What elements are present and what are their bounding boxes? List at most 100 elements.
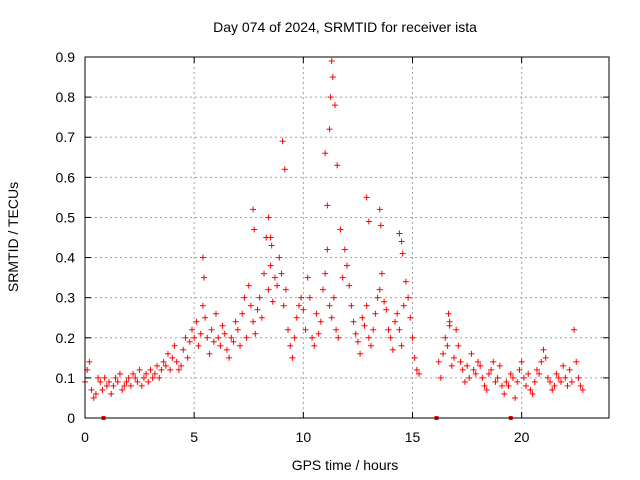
y-axis-tick-labels: 0 0.1 0.2 0.3 0.4 0.5 0.6 0.7 0.8 0.9	[56, 49, 76, 426]
data-point	[331, 102, 338, 109]
data-point	[265, 286, 272, 293]
data-point	[200, 274, 207, 281]
data-point	[134, 378, 141, 385]
data-point	[335, 334, 342, 341]
data-point	[381, 298, 388, 305]
data-point	[280, 302, 287, 309]
data-point	[143, 370, 150, 377]
data-point	[326, 302, 333, 309]
data-point	[119, 386, 126, 393]
data-point	[250, 206, 257, 213]
x-tick-label: 0	[81, 429, 89, 445]
data-point	[542, 354, 549, 361]
data-point	[274, 282, 281, 289]
data-point	[579, 386, 586, 393]
data-point	[350, 318, 357, 325]
data-point	[509, 374, 516, 381]
data-point	[520, 374, 527, 381]
data-point	[573, 358, 580, 365]
y-tick-label: 0	[67, 410, 75, 426]
data-point	[92, 390, 99, 397]
data-point	[210, 338, 217, 345]
data-point	[101, 374, 108, 381]
x-tick-label: 5	[190, 429, 198, 445]
data-point	[204, 334, 211, 341]
data-point	[396, 230, 403, 237]
data-point	[202, 314, 209, 321]
data-point	[313, 310, 320, 317]
data-point	[285, 326, 292, 333]
data-point	[327, 94, 334, 101]
data-point	[217, 342, 224, 349]
data-point	[132, 374, 139, 381]
data-point	[282, 286, 289, 293]
data-point	[392, 318, 399, 325]
data-point	[154, 362, 161, 369]
y-tick-label: 0.3	[56, 290, 76, 306]
data-point	[477, 362, 484, 369]
data-point	[551, 382, 558, 389]
data-point	[291, 334, 298, 341]
data-point	[475, 358, 481, 365]
data-point	[95, 374, 102, 381]
data-point	[562, 374, 569, 381]
data-point	[540, 346, 547, 353]
data-point	[411, 354, 418, 361]
data-point	[138, 382, 145, 389]
data-point	[527, 386, 534, 393]
data-point	[169, 354, 176, 361]
data-point	[295, 302, 302, 309]
data-point	[108, 390, 115, 397]
data-point	[442, 334, 449, 341]
data-point	[376, 206, 383, 213]
data-point	[409, 334, 416, 341]
data-point	[485, 370, 492, 377]
data-point	[405, 294, 412, 301]
data-point	[564, 382, 571, 389]
data-point	[378, 270, 385, 277]
data-point	[267, 262, 274, 269]
data-point	[446, 322, 453, 329]
data-point	[483, 386, 490, 393]
data-point	[374, 294, 381, 301]
data-point	[221, 330, 228, 337]
data-point	[370, 326, 377, 333]
data-point	[339, 274, 346, 281]
data-point	[116, 370, 123, 377]
data-point	[121, 382, 128, 389]
data-point	[97, 378, 104, 385]
data-point	[557, 378, 564, 385]
data-point	[302, 326, 309, 333]
data-point	[319, 286, 326, 293]
data-point	[160, 358, 167, 365]
data-point	[334, 162, 341, 169]
data-point	[232, 318, 239, 325]
data-point	[328, 58, 335, 65]
data-point	[359, 314, 366, 321]
data-point	[151, 370, 158, 377]
data-point	[162, 362, 169, 369]
data-point	[245, 282, 252, 289]
data-point	[171, 342, 178, 349]
data-point	[324, 202, 331, 209]
data-point	[399, 250, 406, 257]
y-tick-label: 0.7	[56, 129, 76, 145]
y-tick-label: 0.9	[56, 49, 76, 65]
data-point	[276, 254, 283, 261]
data-point	[365, 218, 372, 225]
data-point	[99, 386, 106, 393]
data-point	[173, 358, 180, 365]
data-point	[361, 322, 368, 329]
data-point	[389, 346, 396, 353]
data-point	[267, 234, 274, 241]
data-point	[481, 382, 488, 389]
data-point	[188, 326, 195, 333]
data-point	[479, 374, 486, 381]
data-point	[237, 342, 244, 349]
data-point	[512, 394, 519, 401]
data-point	[86, 358, 93, 365]
data-point	[416, 370, 423, 377]
x-axis-tick-labels: 0 5 10 15 20	[81, 429, 530, 445]
data-point	[184, 354, 191, 361]
